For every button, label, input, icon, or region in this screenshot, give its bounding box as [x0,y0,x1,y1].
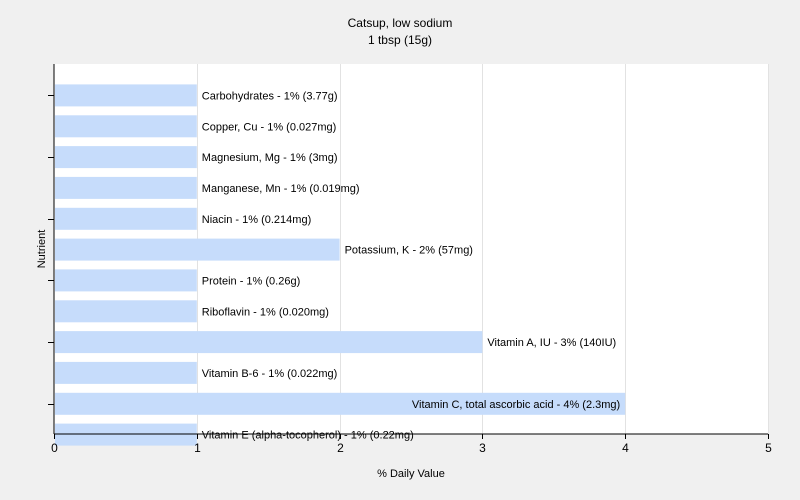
bar [55,115,197,138]
bar [55,146,197,169]
x-ticks: 0 1 2 3 4 5 [51,434,772,455]
bars: Carbohydrates - 1% (3.77g) Copper, Cu - 1… [55,84,626,446]
chart-title: Catsup, low sodium [348,16,453,30]
x-tick-label: 5 [765,441,772,455]
bar [55,176,197,199]
bar-label: Manganese, Mn - 1% (0.019mg) [202,183,360,195]
bar-label: Copper, Cu - 1% (0.027mg) [202,121,337,133]
bar [55,300,197,323]
bar [55,84,197,107]
bar [55,392,626,415]
x-tick-label: 3 [479,441,486,455]
bar-label: Magnesium, Mg - 1% (3mg) [202,152,338,164]
axes [53,64,768,435]
bar [55,238,340,261]
bar-label: Protein - 1% (0.26g) [202,275,300,287]
x-tick-label: 4 [622,441,629,455]
y-axis-title: Nutrient [36,230,48,269]
bar [55,207,197,230]
bar-label: Niacin - 1% (0.214mg) [202,214,311,226]
bar [55,331,483,354]
x-tick-label: 2 [337,441,344,455]
bar [55,423,197,446]
bar [55,361,197,384]
bar [55,269,197,292]
bar-label: Carbohydrates - 1% (3.77g) [202,90,338,102]
bar-label: Riboflavin - 1% (0.020mg) [202,306,329,318]
x-tick-label: 0 [51,441,58,455]
bar-label: Vitamin A, IU - 3% (140IU) [487,337,616,349]
y-ticks [48,95,54,405]
x-tick-label: 1 [194,441,201,455]
x-axis-title: % Daily Value [377,468,445,480]
bar-label: Potassium, K - 2% (57mg) [345,245,473,257]
bar-label: Vitamin B-6 - 1% (0.022mg) [202,368,338,380]
chart-subtitle: 1 tbsp (15g) [368,33,432,47]
grid-lines [197,64,769,434]
bar-label: Vitamin E (alpha-tocopherol) - 1% (0.22m… [202,430,414,442]
bar-label: Vitamin C, total ascorbic acid - 4% (2.3… [412,399,620,411]
